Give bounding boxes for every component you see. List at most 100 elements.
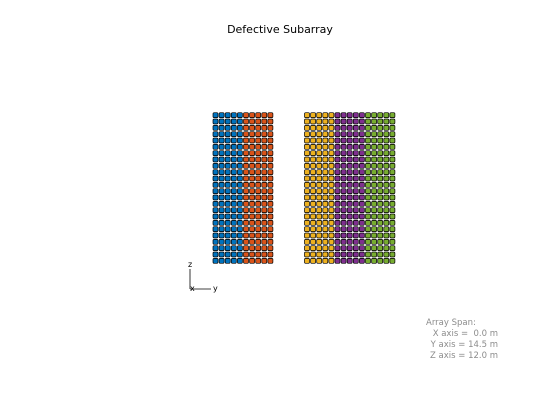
array-element — [383, 125, 390, 131]
array-element — [267, 144, 274, 150]
array-element — [377, 137, 384, 144]
array-element — [359, 207, 365, 213]
array-element — [310, 137, 316, 144]
array-element — [237, 245, 243, 251]
array-element — [230, 188, 237, 194]
array-element — [304, 169, 310, 175]
array-element — [224, 207, 231, 213]
array-element — [224, 213, 231, 220]
array-element — [267, 194, 274, 201]
array-element — [377, 125, 384, 131]
array-element — [237, 175, 243, 182]
array-element — [304, 194, 310, 201]
array-element — [334, 220, 341, 226]
array-element — [255, 213, 262, 220]
array-element — [255, 131, 262, 137]
array-element — [243, 175, 249, 182]
array-element — [212, 232, 219, 239]
array-element — [322, 188, 329, 194]
array-element — [389, 258, 396, 264]
array-element — [383, 201, 390, 207]
array-element — [212, 194, 219, 201]
array-element — [383, 137, 390, 144]
array-element — [267, 232, 274, 239]
array-element — [261, 156, 268, 163]
array-element — [371, 245, 377, 251]
array-element — [261, 169, 268, 175]
array-element — [346, 226, 353, 232]
array-element — [255, 175, 262, 182]
array-element — [230, 258, 237, 264]
array-element — [310, 163, 316, 169]
array-element — [224, 150, 231, 156]
array-element — [334, 131, 341, 137]
array-element — [334, 156, 341, 163]
array-element — [230, 118, 237, 125]
array-element — [352, 201, 359, 207]
array-element — [261, 131, 268, 137]
array-element — [243, 112, 249, 118]
array-element — [310, 245, 316, 251]
array-element — [249, 251, 255, 258]
array-element — [352, 194, 359, 201]
array-element — [267, 258, 274, 264]
array-element — [230, 232, 237, 239]
array-element — [218, 258, 225, 264]
array-element — [359, 175, 365, 182]
array-element — [359, 194, 365, 201]
array-element — [359, 163, 365, 169]
array-element — [346, 137, 353, 144]
array-element — [249, 258, 255, 264]
array-element — [255, 118, 262, 125]
array-element — [377, 258, 384, 264]
array-element — [255, 251, 262, 258]
array-element — [371, 150, 377, 156]
array-element — [267, 156, 274, 163]
array-element — [243, 137, 249, 144]
array-element — [389, 137, 396, 144]
array-element — [322, 182, 329, 188]
array-element — [340, 239, 347, 245]
array-element — [352, 156, 359, 163]
array-element — [230, 144, 237, 150]
array-element — [383, 150, 390, 156]
array-element — [340, 118, 347, 125]
array-element — [352, 213, 359, 220]
array-span-info: Array Span: X axis = 0.0 m Y axis = 14.5… — [410, 318, 498, 362]
array-element — [377, 144, 384, 150]
array-element — [255, 144, 262, 150]
array-element — [371, 163, 377, 169]
array-element — [304, 118, 310, 125]
array-element — [328, 188, 335, 194]
array-element — [218, 194, 225, 201]
array-element — [334, 188, 341, 194]
array-element — [334, 201, 341, 207]
array-element — [328, 169, 335, 175]
array-element — [371, 251, 377, 258]
array-element — [316, 150, 323, 156]
array-element — [316, 239, 323, 245]
array-element — [261, 118, 268, 125]
array-element — [383, 258, 390, 264]
array-element — [383, 169, 390, 175]
array-element — [212, 226, 219, 232]
array-element — [237, 188, 243, 194]
array-element — [212, 258, 219, 264]
array-element — [230, 125, 237, 131]
array-element — [352, 226, 359, 232]
array-element — [389, 201, 396, 207]
array-element — [389, 175, 396, 182]
array-element — [243, 150, 249, 156]
array-element — [261, 220, 268, 226]
array-element — [230, 226, 237, 232]
array-element — [218, 239, 225, 245]
array-element — [261, 112, 268, 118]
array-element — [237, 220, 243, 226]
array-element — [304, 131, 310, 137]
array-element — [267, 131, 274, 137]
array-element — [230, 150, 237, 156]
axes-triad: z x y — [188, 260, 218, 293]
array-element — [212, 150, 219, 156]
array-element — [212, 175, 219, 182]
array-element — [365, 207, 371, 213]
